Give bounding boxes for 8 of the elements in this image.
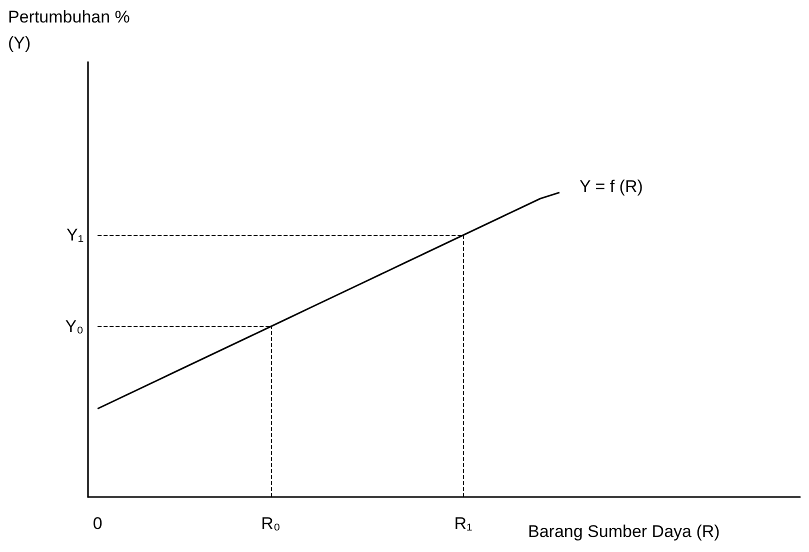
series-label: Y = f (R): [579, 177, 643, 196]
ref-line-label: Y₁: [66, 226, 84, 245]
ref-line-label: Y₀: [65, 316, 84, 336]
text: Pertumbuhan % (Y): [8, 8, 130, 52]
x-tick-label: R₁: [454, 514, 473, 533]
x-tick-label: 0: [92, 514, 102, 533]
x-axis-title: Barang Sumber Daya (R): [528, 522, 720, 541]
x-tick-label: R₀: [261, 514, 280, 533]
